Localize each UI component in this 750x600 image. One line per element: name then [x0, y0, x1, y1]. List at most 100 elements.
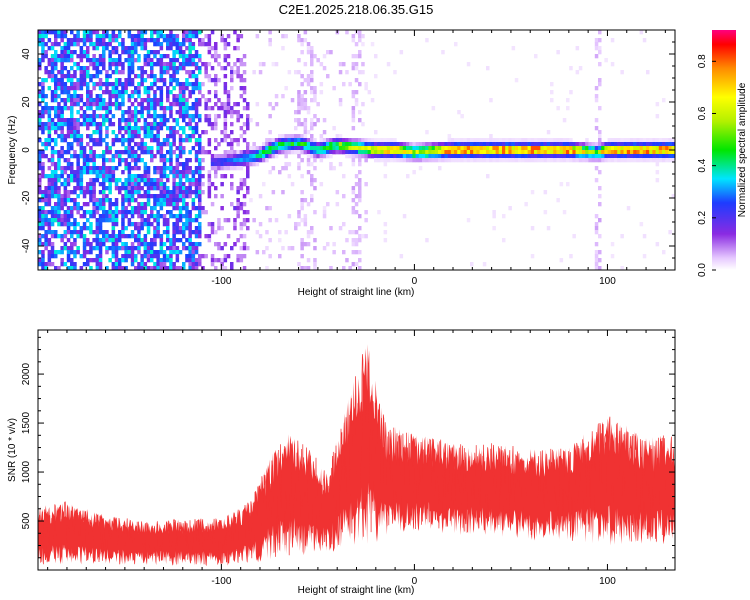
heat-cell — [182, 214, 186, 219]
heat-cell — [73, 82, 77, 87]
heat-cell — [399, 146, 404, 151]
heat-cell — [220, 162, 224, 167]
heat-cell — [262, 154, 266, 159]
heat-cell — [82, 54, 87, 59]
heat-cell — [572, 154, 576, 159]
heat-cell — [50, 58, 55, 63]
heat-cell — [492, 146, 496, 151]
heat-cell — [63, 230, 68, 235]
heat-cell — [38, 214, 42, 219]
heat-cell — [463, 138, 468, 143]
heat-cell — [470, 138, 474, 143]
heat-cell — [111, 262, 116, 267]
heat-cell — [95, 246, 100, 251]
heat-cell — [223, 174, 228, 179]
heat-cell — [82, 74, 87, 79]
heat-cell — [242, 106, 247, 111]
heat-cell — [60, 198, 64, 203]
heat-cell — [76, 62, 80, 67]
heat-cell — [492, 150, 496, 155]
heat-cell — [60, 114, 64, 119]
heat-cell — [79, 98, 84, 103]
heat-cell — [540, 142, 544, 147]
heat-cell — [41, 34, 45, 39]
heat-cell — [578, 154, 583, 159]
heat-cell — [671, 158, 676, 163]
heat-cell — [169, 242, 173, 247]
heat-cell — [172, 38, 176, 43]
heat-cell — [114, 90, 119, 95]
heat-cell — [121, 82, 125, 87]
heat-cell — [364, 150, 368, 155]
heat-cell — [114, 62, 119, 67]
heat-cell — [127, 254, 132, 259]
heat-cell — [118, 258, 122, 263]
heat-cell — [121, 126, 125, 131]
snr-x-label: Height of straight line (km) — [298, 585, 415, 596]
heat-cell — [614, 146, 618, 151]
heat-cell — [166, 222, 170, 227]
heat-cell — [130, 118, 135, 123]
heat-cell — [108, 110, 112, 115]
heat-cell — [166, 142, 170, 147]
heat-cell — [60, 50, 64, 55]
heat-cell — [358, 50, 362, 55]
heat-cell — [252, 150, 256, 155]
heat-cell — [54, 62, 58, 67]
heat-cell — [63, 58, 68, 63]
heat-cell — [63, 98, 68, 103]
heat-cell — [476, 154, 480, 159]
heat-cell — [239, 86, 244, 91]
heat-cell — [460, 142, 464, 147]
heat-cell — [594, 42, 599, 47]
heat-cell — [41, 250, 45, 255]
heat-cell — [354, 42, 359, 47]
heat-cell — [239, 162, 244, 167]
heat-cell — [188, 94, 192, 99]
heat-cell — [655, 154, 660, 159]
heat-cell — [124, 110, 128, 115]
heat-cell — [217, 246, 221, 251]
heat-cell — [76, 122, 80, 127]
heat-cell — [63, 54, 68, 59]
heat-cell — [153, 138, 157, 143]
heat-cell — [281, 94, 285, 99]
heat-cell — [473, 158, 477, 163]
heat-cell — [130, 154, 135, 159]
heat-cell — [530, 226, 535, 231]
heat-cell — [121, 182, 125, 187]
heat-cell — [386, 146, 391, 151]
heat-cell — [332, 166, 336, 171]
heat-cell — [351, 142, 356, 147]
heat-cell — [313, 210, 317, 215]
heat-cell — [70, 222, 74, 227]
heat-cell — [441, 142, 445, 147]
heat-cell — [454, 150, 458, 155]
heat-cell — [185, 174, 189, 179]
heat-cell — [175, 118, 180, 123]
heat-cell — [66, 210, 71, 215]
heat-cell — [124, 90, 128, 95]
heat-cell — [41, 58, 45, 63]
heat-cell — [153, 42, 157, 47]
heat-cell — [86, 134, 90, 139]
heat-cell — [86, 102, 90, 107]
heat-cell — [540, 154, 544, 159]
heat-cell — [358, 118, 362, 123]
heat-cell — [412, 170, 416, 175]
heat-cell — [153, 122, 157, 127]
heat-cell — [169, 266, 173, 271]
heat-cell — [553, 138, 557, 143]
heat-cell — [294, 222, 298, 227]
heat-cell — [137, 238, 141, 243]
heat-cell — [86, 118, 90, 123]
heat-cell — [70, 98, 74, 103]
heat-cell — [191, 190, 196, 195]
heat-cell — [54, 162, 58, 167]
heat-cell — [70, 190, 74, 195]
heat-cell — [210, 30, 215, 35]
heat-cell — [134, 182, 138, 187]
heat-cell — [175, 166, 180, 171]
heat-cell — [303, 266, 308, 271]
heat-cell — [79, 82, 84, 87]
